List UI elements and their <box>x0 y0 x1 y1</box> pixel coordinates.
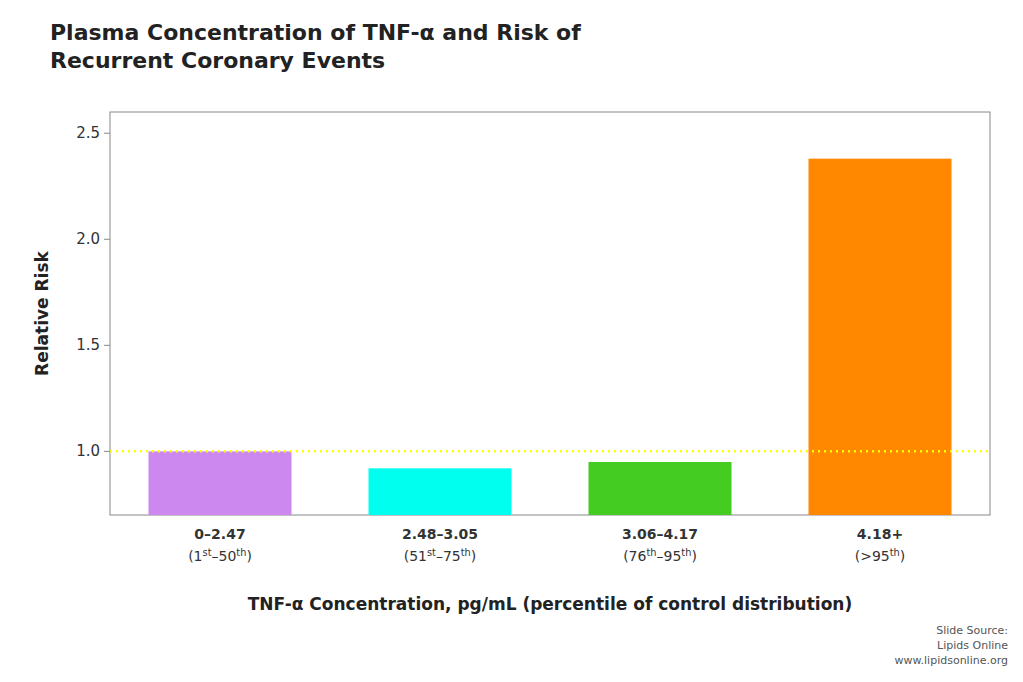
x-tick-label-line: (51st–75th) <box>404 547 477 565</box>
superscript: th <box>646 547 656 558</box>
title-line: Plasma Concentration of TNF-α and Risk o… <box>50 20 581 45</box>
x-tick-label-line: 3.06–4.17 <box>622 526 698 542</box>
annotation: Slide Source: Lipids Online www.lipidsonli… <box>895 624 1009 667</box>
y-tick <box>104 345 110 346</box>
x-tick-label-line: 4.18+ <box>857 526 903 542</box>
superscript: st <box>203 547 212 558</box>
x-tick-label-line: (1st–50th) <box>188 547 252 565</box>
y-tick-label: 1.0 <box>76 442 100 460</box>
bar <box>809 159 952 515</box>
superscript: th <box>681 547 691 558</box>
y-tick <box>104 239 110 240</box>
title-line: Recurrent Coronary Events <box>50 48 385 73</box>
superscript: th <box>461 547 471 558</box>
annotation-line: Lipids Online <box>937 639 1008 652</box>
superscript: st <box>427 547 436 558</box>
bar <box>149 451 292 515</box>
x-tick-label: 0–2.47 (1st–50th) <box>188 526 252 564</box>
bars <box>110 159 990 515</box>
y-tick-label: 2.0 <box>76 230 100 248</box>
title: Plasma Concentration of TNF-α and Risk o… <box>50 20 581 73</box>
chart: Plasma Concentration of TNF-α and Risk o… <box>0 0 1023 682</box>
x-tick-label: 4.18+ (>95th) <box>855 526 906 564</box>
y-axis-label: Relative Risk <box>32 250 52 375</box>
superscript: th <box>236 547 246 558</box>
x-tick-label-line: (>95th) <box>855 547 906 565</box>
x-tick-label-line: (76th–95th) <box>623 547 697 565</box>
superscript: th <box>890 547 900 558</box>
bar <box>369 468 512 515</box>
annotation-line: www.lipidsonline.org <box>895 654 1008 667</box>
reference-line <box>110 450 990 453</box>
x-tick-label-line: 2.48–3.05 <box>402 526 478 542</box>
x-axis-label: TNF-α Concentration, pg/mL (percentile o… <box>248 594 852 614</box>
y-tick-label: 2.5 <box>76 124 100 142</box>
y-tick <box>104 133 110 134</box>
annotation-line: Slide Source: <box>936 624 1008 637</box>
x-tick-label: 2.48–3.05 (51st–75th) <box>402 526 478 564</box>
x-tick-label-line: 0–2.47 <box>194 526 245 542</box>
y-tick-label: 1.5 <box>76 336 100 354</box>
y-tick <box>104 451 110 452</box>
bar <box>589 462 732 515</box>
x-tick-label: 3.06–4.17 (76th–95th) <box>622 526 698 564</box>
